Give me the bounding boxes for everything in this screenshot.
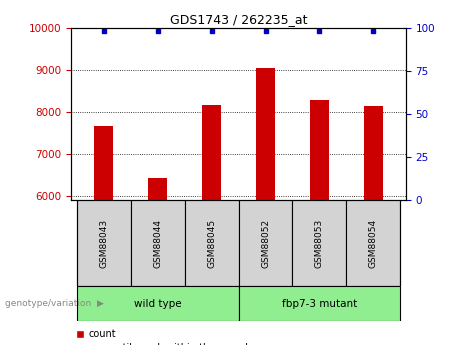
Bar — [148, 178, 167, 200]
Text: GSM88043: GSM88043 — [99, 219, 108, 268]
Bar — [95, 127, 113, 200]
Bar — [346, 200, 400, 286]
Bar — [310, 100, 329, 200]
Bar — [131, 200, 185, 286]
Text: GSM88044: GSM88044 — [153, 219, 162, 268]
Bar — [77, 200, 131, 286]
Text: GSM88045: GSM88045 — [207, 219, 216, 268]
Bar — [364, 106, 383, 200]
Bar — [239, 200, 292, 286]
Bar — [77, 286, 239, 321]
Bar — [292, 200, 346, 286]
Bar — [202, 106, 221, 200]
Bar — [256, 68, 275, 200]
Title: GDS1743 / 262235_at: GDS1743 / 262235_at — [170, 13, 307, 27]
Text: GSM88053: GSM88053 — [315, 219, 324, 268]
Bar — [185, 200, 239, 286]
Text: fbp7-3 mutant: fbp7-3 mutant — [282, 299, 357, 308]
Text: GSM88052: GSM88052 — [261, 219, 270, 268]
Bar — [239, 286, 400, 321]
Text: GSM88054: GSM88054 — [369, 219, 378, 268]
Text: wild type: wild type — [134, 299, 182, 308]
Text: genotype/variation  ▶: genotype/variation ▶ — [5, 299, 103, 308]
Legend: count, percentile rank within the sample: count, percentile rank within the sample — [77, 329, 254, 345]
